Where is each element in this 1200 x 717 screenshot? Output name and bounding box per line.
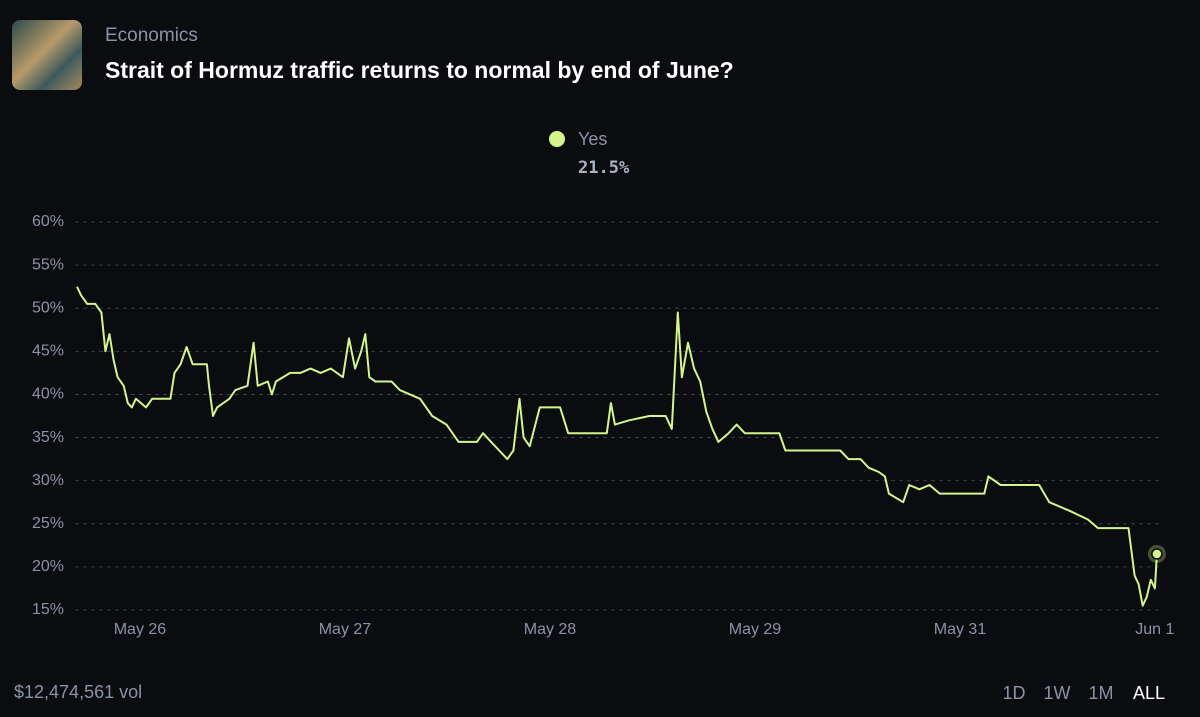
y-tick-label: 20% (32, 558, 64, 575)
x-tick-label: May 28 (524, 621, 577, 638)
price-line (76, 286, 1158, 607)
x-tick-label: May 26 (114, 621, 167, 638)
y-tick-label: 60% (32, 213, 64, 230)
volume: $12,474,561 vol (14, 682, 142, 702)
y-tick-label: 35% (32, 429, 64, 446)
x-tick-label: May 27 (319, 621, 372, 638)
y-tick-label: 25% (32, 515, 64, 532)
range-button[interactable]: 1M (1088, 683, 1113, 703)
x-tick-label: Jun 1 (1135, 621, 1174, 638)
category: Economics (105, 25, 198, 46)
endpoint-marker (1151, 548, 1163, 560)
market-image (12, 20, 82, 90)
y-tick-label: 30% (32, 472, 64, 489)
y-tick-label: 40% (32, 386, 64, 403)
range-button[interactable]: 1D (1002, 683, 1025, 703)
y-tick-label: 50% (32, 299, 64, 316)
current-price: 21.5% (578, 158, 630, 178)
y-tick-label: 15% (32, 601, 64, 618)
x-tick-label: May 31 (934, 621, 987, 638)
y-tick-label: 55% (32, 256, 64, 273)
y-tick-label: 45% (32, 343, 64, 360)
range-button[interactable]: 1W (1044, 683, 1071, 703)
x-tick-label: May 29 (729, 621, 782, 638)
plot: 15% 20% 25% 30% 35% 40% 45% 50% 55% 60% May 26 May … (32, 213, 1175, 638)
market-title: Strait of Hormuz traffic returns to norm… (105, 57, 734, 83)
legend-marker (549, 131, 565, 147)
range-selector: 1D 1W 1M ALL (1002, 683, 1165, 703)
range-button[interactable]: ALL (1133, 683, 1165, 703)
legend-label: Yes (578, 129, 607, 149)
